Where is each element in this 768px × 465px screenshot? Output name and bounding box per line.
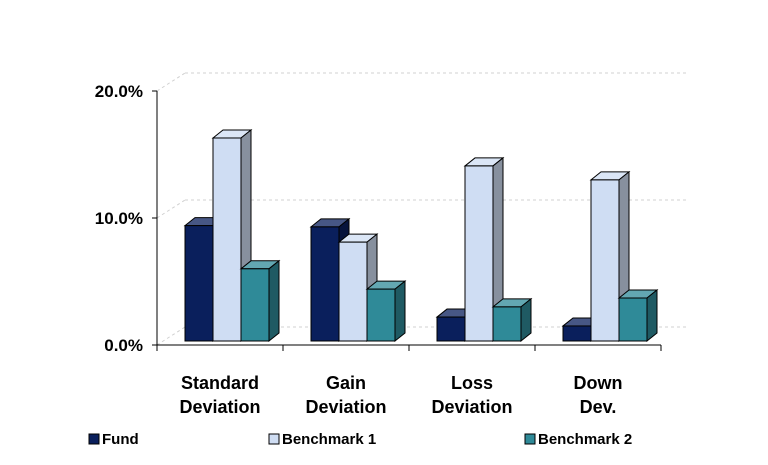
category-label: Loss Deviation: [431, 373, 512, 417]
gridline-diagonal: [156, 326, 186, 346]
legend-item-fund: Fund: [88, 431, 139, 448]
gridline-diagonal: [156, 72, 186, 92]
legend-label: Benchmark 1: [282, 431, 376, 448]
y-tick-label: 20.0%: [95, 82, 143, 101]
legend-swatch: [88, 433, 100, 445]
legend-label: Benchmark 2: [538, 431, 632, 448]
bar-benchmark-2: [491, 297, 533, 343]
bar-benchmark-2: [365, 280, 407, 343]
gridline-diagonal: [156, 199, 186, 219]
y-tick-label: 0.0%: [104, 336, 143, 355]
bar-benchmark-2: [617, 288, 659, 343]
legend-item-benchmark-1: Benchmark 1: [268, 431, 376, 448]
legend-swatch: [524, 433, 536, 445]
bar-benchmark-2: [239, 259, 281, 343]
category-label: Gain Deviation: [305, 373, 386, 417]
y-tick-label: 10.0%: [95, 209, 143, 228]
category-label: Standard Deviation: [179, 373, 260, 417]
legend-swatch: [268, 433, 280, 445]
legend-item-benchmark-2: Benchmark 2: [524, 431, 632, 448]
category-label: Down Dev.: [574, 373, 623, 417]
legend-label: Fund: [102, 431, 139, 448]
bar-benchmark-1: [589, 170, 631, 343]
